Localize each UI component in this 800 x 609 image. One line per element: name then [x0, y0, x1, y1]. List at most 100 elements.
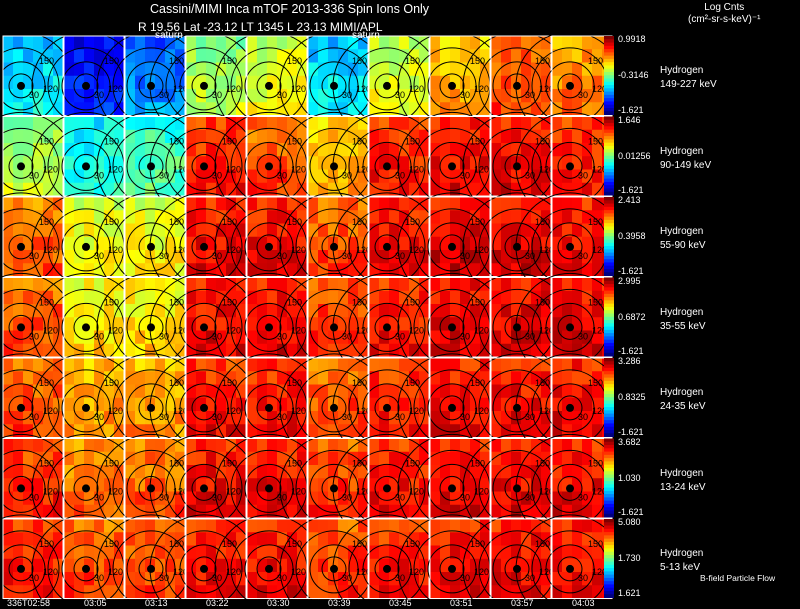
pixel-cell: [145, 102, 156, 117]
pixel-cell: [94, 478, 105, 493]
pixel-cell: [3, 330, 14, 345]
panel-border: [490, 35, 552, 116]
pixel-cell: [64, 504, 75, 519]
pixel-cell: [369, 384, 380, 399]
pixel-cell: [348, 169, 359, 184]
pixel-cell: [511, 263, 522, 278]
pixel-cell: [552, 129, 563, 144]
colorbar-segment: [604, 165, 614, 170]
pixel-cell: [135, 197, 146, 211]
pixel-cell: [84, 197, 95, 211]
pixel-cell: [369, 236, 380, 251]
pixel-cell: [491, 371, 502, 386]
pixel-cell: [145, 491, 156, 506]
pixel-cell: [297, 545, 308, 560]
contour-label: 30: [94, 251, 104, 261]
colorbar-segment: [604, 574, 614, 579]
saturn-marker: [147, 484, 155, 493]
colorbar-segment: [604, 200, 614, 205]
pixel-cell: [165, 143, 176, 157]
pixel-cell: [541, 572, 552, 586]
pixel-cell: [155, 317, 166, 332]
b-field-contour: [557, 556, 583, 582]
pixel-cell: [541, 358, 552, 372]
pixel-cell: [450, 451, 461, 466]
pixel-cell: [379, 478, 390, 493]
pixel-cell: [53, 465, 64, 479]
pixel-cell: [186, 223, 197, 238]
pixel-cell: [511, 49, 522, 64]
pixel-cell: [165, 156, 176, 171]
contour-label: 120: [43, 486, 58, 496]
pixel-cell: [13, 438, 24, 453]
pixel-cell: [125, 519, 136, 533]
pixel-cell: [145, 504, 156, 519]
colorbar-segment: [604, 306, 614, 311]
contour-label: 120: [409, 567, 424, 577]
pixel-cell: [165, 290, 176, 305]
pixel-cell: [53, 451, 64, 466]
colorbar-segment: [604, 91, 614, 96]
pixel-cell: [430, 465, 441, 479]
contour-label: 150: [222, 56, 237, 66]
pixel-cell: [297, 156, 308, 171]
pixel-cell: [348, 49, 359, 64]
pixel-cell: [308, 519, 319, 533]
contour-label: 150: [39, 297, 54, 307]
pixel-cell: [74, 519, 85, 533]
pixel-cell: [33, 343, 44, 358]
colorbar-segment: [604, 584, 614, 589]
pixel-cell: [308, 263, 319, 278]
pixel-cell: [501, 290, 512, 305]
pixel-cell: [247, 438, 258, 453]
pixel-cell: [267, 358, 278, 372]
pixel-cell: [186, 572, 197, 586]
pixel-cell: [186, 169, 197, 184]
pixel-cell: [247, 223, 258, 238]
contour-label: 150: [535, 539, 550, 549]
pixel-cell: [94, 102, 105, 117]
pixel-cell: [358, 572, 369, 586]
contour-label: 30: [578, 251, 588, 261]
pixel-cell: [318, 182, 329, 197]
panel-border: [63, 357, 125, 438]
pixel-cell: [226, 143, 237, 157]
contour-label: 150: [104, 539, 119, 549]
pixel-cell: [511, 182, 522, 197]
pixel-cell: [328, 371, 339, 386]
pixel-cell: [297, 182, 308, 197]
colorbar-segment: [604, 210, 614, 214]
pixel-cell: [226, 36, 237, 50]
pixel-cell: [125, 102, 136, 117]
contour-label: 30: [277, 492, 287, 502]
pixel-cell: [460, 330, 471, 345]
panel-border: [490, 357, 552, 438]
pixel-cell: [165, 223, 176, 238]
b-field-contour: [0, 530, 60, 608]
colorbar-segment: [604, 149, 614, 153]
colorbar-segment: [604, 123, 614, 127]
pixel-cell: [33, 210, 44, 225]
pixel-cell: [531, 169, 542, 184]
pixel-cell: [125, 49, 136, 64]
pixel-cell: [399, 182, 410, 197]
pixel-cell: [430, 62, 441, 77]
pixel-cell: [358, 182, 369, 197]
b-field-contour: [492, 463, 542, 513]
pixel-cell: [3, 290, 14, 305]
pixel-cell: [582, 182, 593, 197]
pixel-cell: [135, 36, 146, 50]
contour-label: 120: [43, 84, 58, 94]
contour-label: 120: [43, 245, 58, 255]
colorbar-segment: [604, 333, 614, 337]
pixel-cell: [53, 75, 64, 90]
pixel-cell: [114, 169, 125, 184]
pixel-cell: [196, 572, 207, 586]
pixel-cell: [511, 519, 522, 533]
pixel-cell: [196, 36, 207, 50]
pixel-cell: [23, 371, 34, 386]
b-field-contour: [179, 222, 229, 272]
contour-label: 30: [212, 251, 222, 261]
pixel-cell: [430, 89, 441, 103]
